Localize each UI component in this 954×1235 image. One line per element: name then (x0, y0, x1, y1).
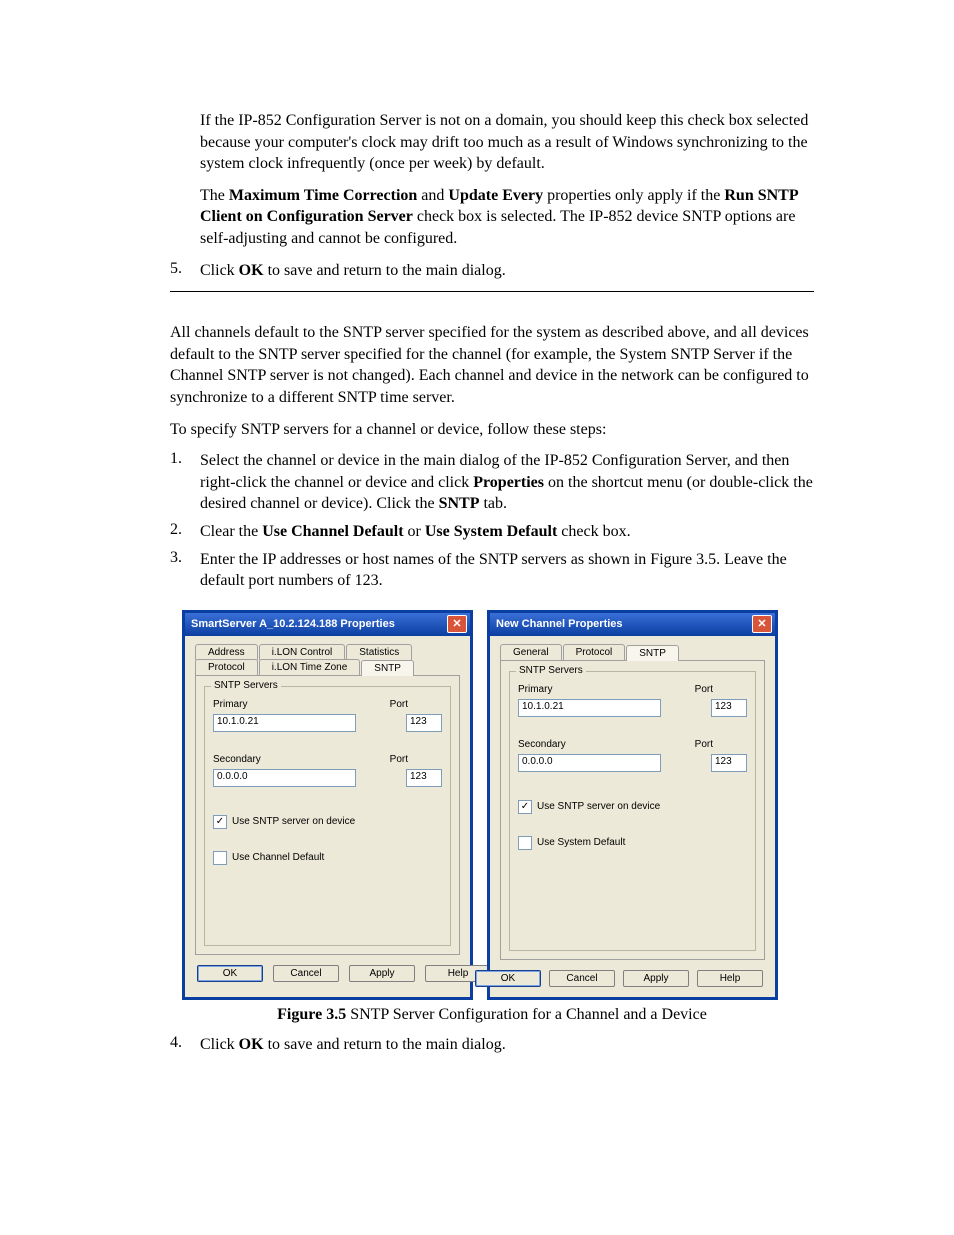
max-time-correction-label: Maximum Time Correction (229, 187, 417, 204)
tab-ilon-control[interactable]: i.LON Control (259, 644, 346, 660)
secondary-server-input[interactable]: 0.0.0.0 (518, 754, 661, 772)
channel-properties-dialog: New Channel Properties ✕ General Protoco… (487, 610, 778, 1000)
text: or (404, 523, 425, 540)
text: to save and return to the main dialog. (264, 262, 506, 279)
port-label: Port (390, 699, 408, 710)
sntp-label: SNTP (439, 495, 480, 512)
group-label: SNTP Servers (211, 680, 281, 691)
checkbox-label: Use Channel Default (232, 852, 324, 863)
text: to save and return to the main dialog. (264, 1036, 506, 1053)
list-number: 3. (170, 549, 200, 592)
ok-button[interactable]: OK (197, 965, 263, 982)
step-2: 2. Clear the Use Channel Default or Use … (170, 521, 814, 543)
sntp-servers-group: SNTP Servers Primary Port 10.1.0.21 123 (204, 686, 451, 946)
tab-statistics[interactable]: Statistics (346, 644, 412, 660)
sntp-servers-group: SNTP Servers Primary Port 10.1.0.21 123 (509, 671, 756, 951)
text: tab. (479, 495, 507, 512)
port-label: Port (695, 684, 713, 695)
checkbox-label: Use System Default (537, 837, 625, 848)
port-label: Port (695, 739, 713, 750)
text: Clear the (200, 523, 262, 540)
checkbox-label: Use SNTP server on device (537, 801, 660, 812)
cancel-button[interactable]: Cancel (273, 965, 339, 982)
tab-ilon-timezone[interactable]: i.LON Time Zone (259, 659, 361, 675)
list-number: 2. (170, 521, 200, 543)
tab-protocol[interactable]: Protocol (563, 644, 626, 660)
help-button[interactable]: Help (697, 970, 763, 987)
text: properties only apply if the (543, 187, 724, 204)
text: The (200, 187, 229, 204)
apply-button[interactable]: Apply (623, 970, 689, 987)
secondary-port-input[interactable]: 123 (406, 769, 442, 787)
update-every-label: Update Every (448, 187, 543, 204)
step-4: 4. Click OK to save and return to the ma… (170, 1034, 814, 1056)
step-1: 1. Select the channel or device in the m… (170, 450, 814, 515)
use-channel-default-label: Use Channel Default (262, 523, 403, 540)
properties-label: Properties (473, 474, 544, 491)
cancel-button[interactable]: Cancel (549, 970, 615, 987)
use-system-default-label: Use System Default (425, 523, 557, 540)
figure-caption: Figure 3.5 SNTP Server Configuration for… (170, 1006, 814, 1024)
primary-port-input[interactable]: 123 (406, 714, 442, 732)
tab-sntp[interactable]: SNTP (626, 645, 679, 661)
primary-label: Primary (518, 684, 552, 695)
list-number: 4. (170, 1034, 200, 1056)
text: Click (200, 1036, 239, 1053)
dialog-title: New Channel Properties (496, 618, 623, 630)
checkbox-label: Use SNTP server on device (232, 816, 355, 827)
dialog-title: SmartServer A_10.2.124.188 Properties (191, 618, 395, 630)
port-label: Port (390, 754, 408, 765)
tab-sntp[interactable]: SNTP (361, 660, 414, 676)
text: and (417, 187, 448, 204)
secondary-server-input[interactable]: 0.0.0.0 (213, 769, 356, 787)
section-rule (170, 291, 814, 292)
group-label: SNTP Servers (516, 665, 586, 676)
close-icon[interactable]: ✕ (447, 615, 467, 633)
secondary-label: Secondary (518, 739, 566, 750)
secondary-port-input[interactable]: 123 (711, 754, 747, 772)
ok-label: OK (239, 262, 264, 279)
device-properties-dialog: SmartServer A_10.2.124.188 Properties ✕ … (182, 610, 473, 1000)
primary-server-input[interactable]: 10.1.0.21 (518, 699, 661, 717)
use-system-default-checkbox[interactable] (518, 836, 532, 850)
text: check box. (557, 523, 630, 540)
apply-button[interactable]: Apply (349, 965, 415, 982)
figure-text: SNTP Server Configuration for a Channel … (346, 1006, 707, 1023)
tab-address[interactable]: Address (195, 644, 258, 660)
body-paragraph-1: All channels default to the SNTP server … (170, 322, 814, 408)
text: Enter the IP addresses or host names of … (200, 549, 814, 592)
figure-number: Figure 3.5 (277, 1006, 346, 1023)
text: Click (200, 262, 239, 279)
body-paragraph-2: To specify SNTP servers for a channel or… (170, 419, 814, 441)
use-channel-default-checkbox[interactable] (213, 851, 227, 865)
primary-port-input[interactable]: 123 (711, 699, 747, 717)
use-sntp-on-device-checkbox[interactable]: ✓ (518, 800, 532, 814)
ok-button[interactable]: OK (475, 970, 541, 987)
tab-protocol[interactable]: Protocol (195, 659, 258, 675)
list-number: 1. (170, 450, 200, 515)
intro-paragraph-1: If the IP-852 Configuration Server is no… (200, 110, 814, 175)
step-3: 3. Enter the IP addresses or host names … (170, 549, 814, 592)
secondary-label: Secondary (213, 754, 261, 765)
use-sntp-on-device-checkbox[interactable]: ✓ (213, 815, 227, 829)
intro-paragraph-2: The Maximum Time Correction and Update E… (200, 185, 814, 250)
primary-label: Primary (213, 699, 247, 710)
tab-general[interactable]: General (500, 644, 562, 660)
list-number: 5. (170, 260, 200, 282)
ok-label: OK (239, 1036, 264, 1053)
primary-server-input[interactable]: 10.1.0.21 (213, 714, 356, 732)
step-5: 5. Click OK to save and return to the ma… (170, 260, 814, 282)
close-icon[interactable]: ✕ (752, 615, 772, 633)
